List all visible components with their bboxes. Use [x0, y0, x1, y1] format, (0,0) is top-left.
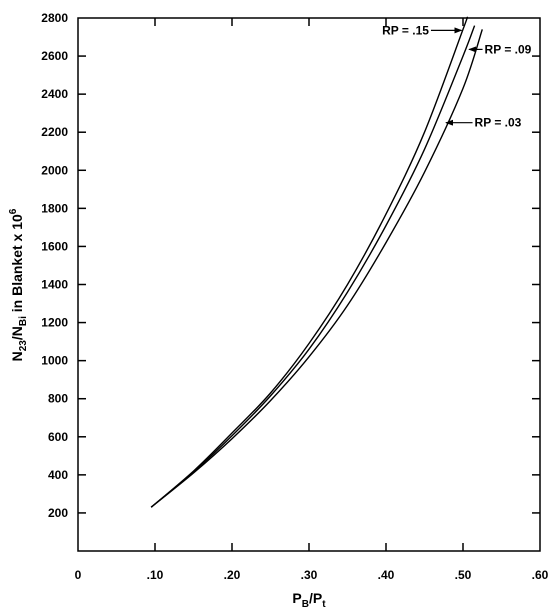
- y-tick-label: 1800: [41, 201, 68, 215]
- y-axis-title-a: N: [9, 351, 25, 361]
- x-axis-title-main: P: [292, 590, 301, 606]
- y-tick-label: 2600: [41, 49, 68, 63]
- y-tick-label: 600: [48, 430, 68, 444]
- y-axis-title-c: in Blanket x 10: [9, 214, 25, 316]
- annotations-group: RP = .15 RP = .09 RP = .03: [382, 23, 532, 129]
- y-axis-title-b-sub: Bi: [18, 316, 29, 326]
- series-label-2: RP = .09: [485, 42, 532, 56]
- x-tick-label: 0: [75, 568, 82, 582]
- series-line-3: [150, 29, 483, 508]
- series-group: [150, 16, 483, 508]
- y-tick-label: 200: [48, 506, 68, 520]
- plot-frame: [77, 17, 541, 552]
- x-tick-label: .20: [224, 568, 241, 582]
- y-tick-label: 2000: [41, 163, 68, 177]
- x-axis-title: PB/Pt: [292, 590, 326, 610]
- series-label-1: RP = .15: [382, 23, 429, 37]
- x-tick-label: .50: [455, 568, 472, 582]
- y-axis-title-b: /N: [9, 326, 25, 340]
- y-tick-label: 1600: [41, 239, 68, 253]
- y-tick-label: 2800: [41, 11, 68, 25]
- x-axis-title-sub2: t: [322, 599, 326, 610]
- x-axis-title-sub1: B: [302, 599, 309, 610]
- y-axis-title-c-sup: 6: [8, 208, 19, 214]
- series-label-3: RP = .03: [475, 116, 522, 130]
- y-axis-title: N23/NBi in Blanket x 106: [8, 208, 29, 361]
- x-tick-label: .60: [532, 568, 549, 582]
- x-tick-label: .40: [378, 568, 395, 582]
- series-line-1: [150, 16, 469, 508]
- y-tick-label: 2200: [41, 125, 68, 139]
- x-tick-label: .10: [147, 568, 164, 582]
- x-axis-title-mid: /P: [309, 590, 322, 606]
- y-axis-title-a-sub: 23: [18, 340, 29, 352]
- y-tick-label: 1400: [41, 278, 68, 292]
- y-tick-label: 1000: [41, 354, 68, 368]
- y-tick-label: 1200: [41, 316, 68, 330]
- ticks-group: 0 .10 .20 .30 .40 .50 .60 200 400 600 800 1000 1200 1…: [41, 11, 548, 582]
- y-tick-label: 2400: [41, 87, 68, 101]
- y-tick-label: 800: [48, 392, 68, 406]
- x-tick-label: .30: [301, 568, 318, 582]
- y-tick-label: 400: [48, 468, 68, 482]
- series-line-2: [150, 25, 476, 508]
